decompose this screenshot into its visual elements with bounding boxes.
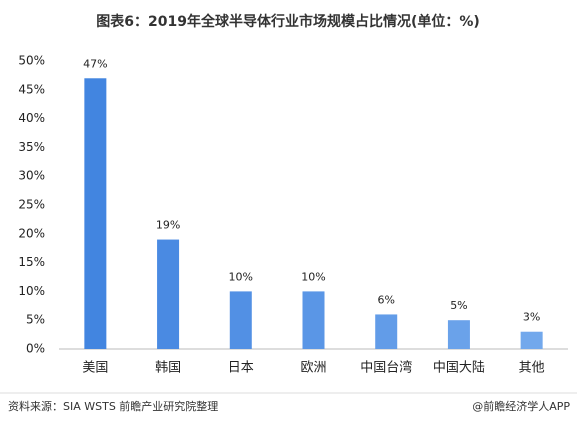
y-tick-label: 25%	[18, 198, 45, 212]
y-tick-label: 30%	[18, 169, 45, 183]
bar	[229, 291, 252, 349]
value-label: 10%	[301, 270, 325, 283]
value-label: 6%	[377, 293, 394, 306]
bar	[84, 78, 107, 349]
x-tick-label: 中国台湾	[360, 360, 412, 376]
chart-title: 图表6：2019年全球半导体行业市场规模占比情况(单位：%)	[96, 13, 480, 30]
bar	[447, 320, 470, 349]
y-tick-label: 35%	[18, 140, 45, 154]
source: 资料来源：SIA WSTS 前瞻产业研究院整理	[8, 399, 218, 413]
y-tick-label: 10%	[18, 284, 45, 298]
x-tick-label: 韩国	[155, 361, 181, 376]
y-tick-label: 50%	[18, 54, 45, 68]
bar	[520, 331, 543, 349]
x-tick-label: 美国	[82, 361, 108, 376]
value-label: 3%	[523, 311, 540, 324]
y-tick-label: 40%	[18, 111, 45, 125]
value-label: 5%	[450, 299, 467, 312]
y-tick-label: 5%	[26, 313, 45, 327]
value-label: 10%	[229, 270, 253, 283]
bar	[302, 291, 325, 349]
value-label: 47%	[83, 57, 107, 70]
x-tick-label: 中国大陆	[433, 360, 485, 376]
x-tick-label: 其他	[519, 361, 545, 376]
x-tick-label: 日本	[228, 361, 254, 376]
y-tick-label: 0%	[26, 342, 45, 356]
bar	[157, 239, 180, 349]
y-tick-label: 20%	[18, 226, 45, 240]
x-tick-label: 欧洲	[300, 361, 326, 376]
value-label: 19%	[156, 219, 180, 232]
bar	[375, 314, 398, 349]
y-tick-label: 45%	[18, 82, 45, 96]
credit: @前瞻经济学人APP	[472, 399, 570, 413]
y-tick-label: 15%	[18, 255, 45, 269]
